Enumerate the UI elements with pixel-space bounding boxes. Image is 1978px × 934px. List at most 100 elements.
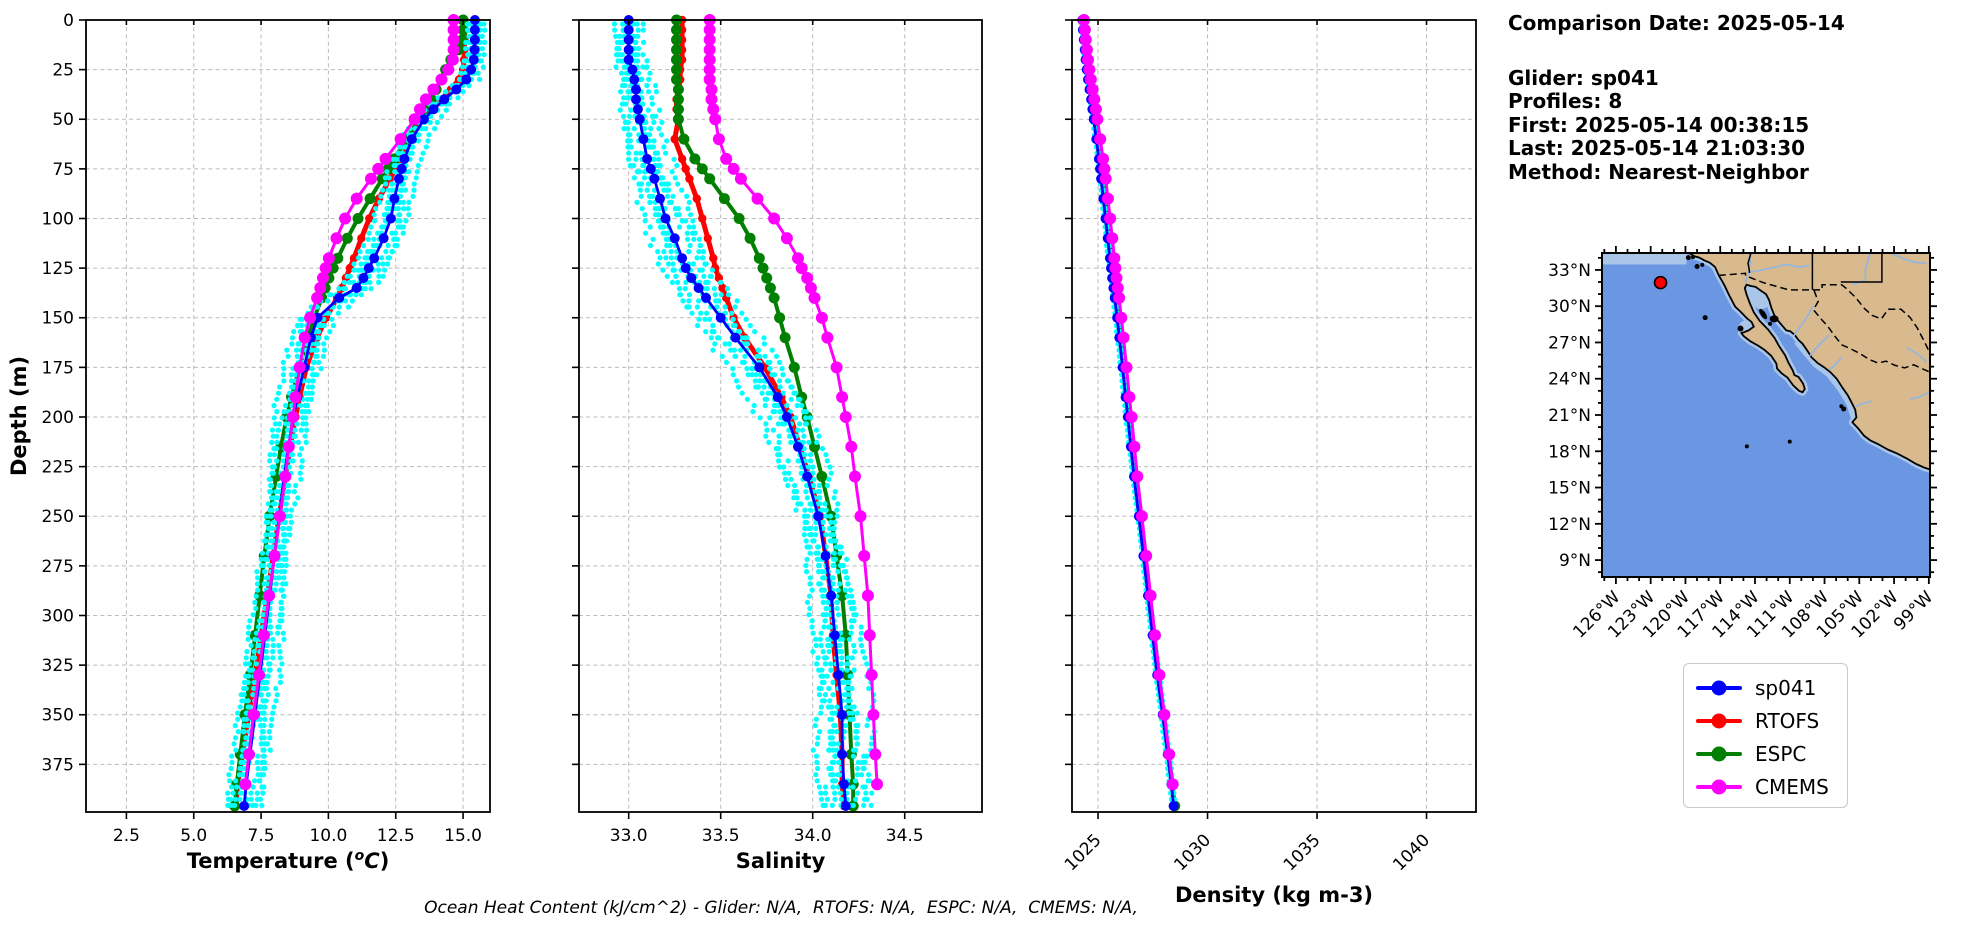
series-CMEMS-salinity [703, 14, 884, 791]
map-lat-label: 27°N [1548, 333, 1591, 353]
legend-item-RTOFS: RTOFS [1696, 704, 1847, 737]
series-CMEMS-temperature [239, 14, 460, 791]
river [1852, 253, 1872, 285]
temperature-xtick-label: 15.0 [444, 826, 482, 846]
island [1768, 321, 1773, 326]
density-axis-title: Density (kg m-3) [1175, 883, 1373, 907]
river [1890, 253, 1927, 265]
series-sp041-salinity [623, 15, 851, 811]
international-border-dashed [1812, 290, 1930, 373]
map-lat-label: 33°N [1548, 261, 1591, 281]
depth-tick-label: 25 [52, 61, 74, 81]
series-CMEMS-density [1078, 14, 1179, 791]
map-lat-label: 9°N [1559, 551, 1591, 571]
island-angel-de-la-guarda [1759, 308, 1768, 320]
depth-tick-label: 100 [42, 209, 74, 229]
river [1910, 391, 1930, 401]
temperature-axis-ticks [79, 19, 464, 819]
island [1702, 315, 1708, 321]
salinity-xtick-label: 34.5 [886, 826, 924, 846]
salinity-axis-ticks [572, 19, 906, 819]
land-landmass [1685, 253, 1930, 471]
temperature-xtick-label: 2.5 [113, 826, 140, 846]
density-axis-ticks [1065, 19, 1428, 819]
map-ticks [1595, 246, 1937, 584]
depth-tick-label: 125 [42, 259, 74, 279]
depth-tick-label: 75 [52, 160, 74, 180]
glider-id-text: Glider: sp041 [1508, 65, 1659, 90]
depth-tick-label: 300 [42, 606, 74, 626]
island [1694, 264, 1700, 270]
legend-line-marker-RTOFS [1696, 713, 1742, 728]
info-panel: Comparison Date: 2025-05-14 Glider: sp04… [1508, 11, 1845, 184]
legend-item-sp041: sp041 [1696, 671, 1847, 704]
state-border [1840, 253, 1883, 283]
river [1809, 334, 1830, 357]
glider-location-dot [1653, 275, 1668, 290]
density-xtick-label: 1040 [1389, 830, 1434, 875]
river [1748, 263, 1810, 274]
method-text: Method: Nearest-Neighbor [1508, 159, 1809, 184]
depth-tick-label: 0 [63, 11, 74, 31]
legend-label-sp041: sp041 [1755, 675, 1817, 700]
salinity-xtick-label: 33.5 [702, 826, 740, 846]
river [1828, 356, 1843, 371]
glider-raw-scatter-temperature [225, 21, 488, 809]
depth-tick-label: 225 [42, 458, 74, 478]
glider-raw-scatter-salinity [611, 21, 878, 809]
density-plot: 1025 1030 1035 1040 Density (kg m-3) [1061, 14, 1477, 907]
legend-dot-RTOFS [1711, 713, 1727, 728]
temperature-xtick-label: 7.5 [248, 826, 275, 846]
legend-line-marker-sp041 [1696, 680, 1742, 695]
map-lat-label: 30°N [1548, 297, 1591, 317]
map-lat-label: 12°N [1548, 515, 1591, 535]
temperature-axis-title: Temperature (oC) [187, 848, 390, 873]
salinity-xtick-label: 34.0 [794, 826, 832, 846]
density-xtick-label: 1025 [1061, 830, 1106, 875]
first-profile-time-text: First: 2025-05-14 00:38:15 [1508, 112, 1810, 137]
depth-tick-label: 325 [42, 656, 74, 676]
salinity-axis-title: Salinity [736, 849, 826, 873]
series-ESPC-temperature [229, 14, 469, 812]
depth-tick-label: 50 [52, 110, 74, 130]
legend-line-marker-ESPC [1696, 746, 1742, 761]
map-content [1602, 253, 1930, 577]
map-lat-label: 18°N [1548, 442, 1591, 462]
shallow-shelf-strip [1602, 253, 1687, 265]
density-xtick-label: 1030 [1170, 830, 1215, 875]
series-RTOFS-temperature [231, 15, 469, 811]
island [1787, 439, 1792, 444]
legend-dot-CMEMS [1711, 779, 1727, 794]
island [1685, 255, 1691, 261]
last-profile-time-text: Last: 2025-05-14 21:03:30 [1508, 136, 1806, 160]
depth-tick-label: 150 [42, 309, 74, 329]
international-border-dashed [1718, 272, 1929, 351]
legend-dot-sp041 [1711, 680, 1727, 695]
island [1690, 255, 1695, 260]
legend-label-CMEMS: CMEMS [1755, 774, 1829, 799]
map-lat-label: 15°N [1548, 479, 1591, 499]
depth-tick-label: 275 [42, 557, 74, 577]
island [1700, 262, 1705, 267]
island [1839, 404, 1844, 409]
river [1906, 346, 1928, 363]
state-border [1747, 253, 1752, 273]
legend-label-RTOFS: RTOFS [1755, 708, 1820, 733]
comparison-date-text: Comparison Date: 2025-05-14 [1508, 11, 1845, 35]
salinity-plot: 33.0 33.5 34.0 34.5 Salinity [572, 14, 983, 873]
depth-tick-label: 350 [42, 706, 74, 726]
upper-gulf-shallow [1745, 285, 1770, 310]
island [1737, 325, 1744, 332]
salinity-xtick-label: 33.0 [610, 826, 648, 846]
map-lon-label: 99°W [1890, 587, 1937, 634]
profiles-count-text: Profiles: 8 [1508, 89, 1623, 113]
island [1744, 444, 1749, 449]
depth-tick-label: 200 [42, 408, 74, 428]
map-inset: 33°N30°N27°N24°N21°N18°N15°N12°N9°N126°W… [1548, 246, 1938, 642]
legend-item-ESPC: ESPC [1696, 737, 1847, 770]
temperature-xtick-label: 5.0 [180, 826, 207, 846]
river [1855, 400, 1873, 408]
legend-line-marker-CMEMS [1696, 779, 1742, 794]
